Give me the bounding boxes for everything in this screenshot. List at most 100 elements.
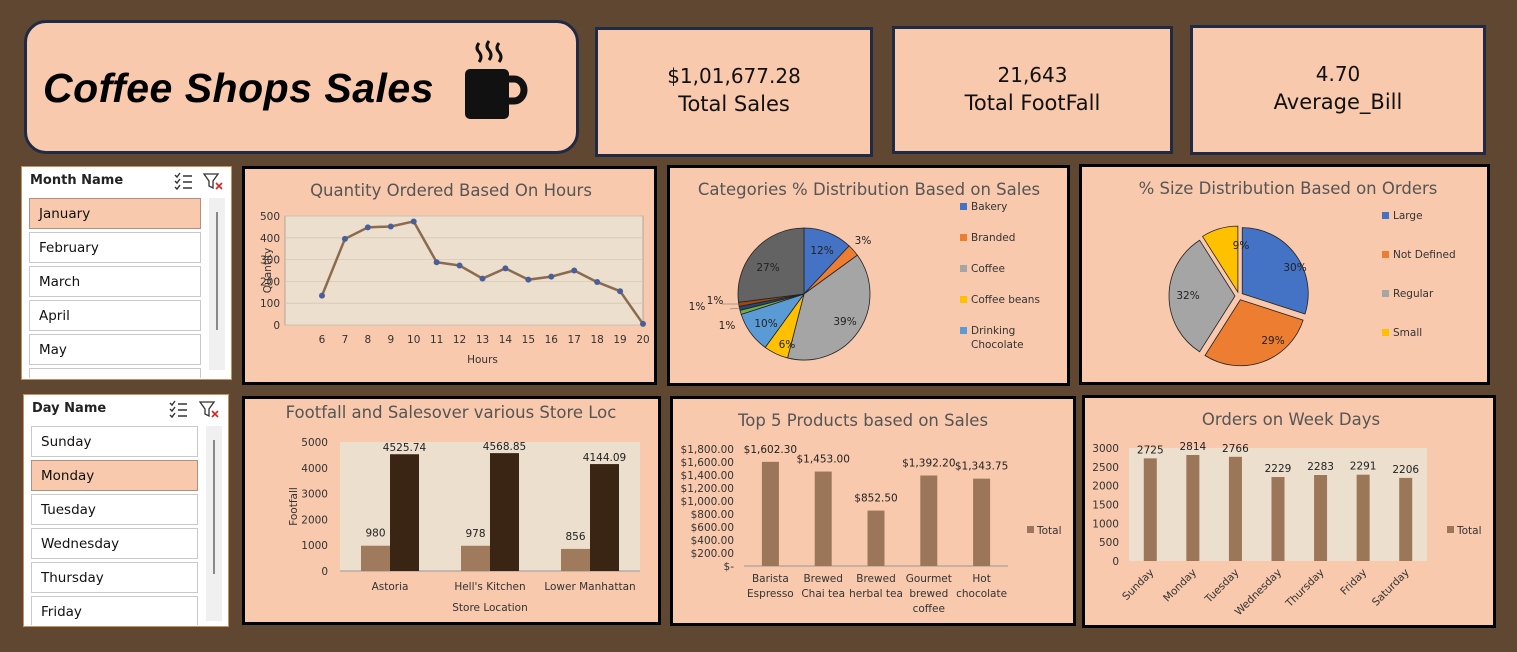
kpi-value: 4.70	[1315, 62, 1361, 86]
bar	[361, 545, 390, 571]
month-slicer-item-april[interactable]: April	[29, 300, 201, 331]
data-point	[433, 259, 440, 266]
data-point	[341, 235, 348, 242]
bar	[1143, 458, 1157, 561]
x-tick-label: Espresso	[747, 588, 794, 600]
pie-slice	[1201, 225, 1239, 294]
y-tick-label: 1000	[1092, 518, 1119, 530]
y-tick-label: 400	[260, 233, 280, 245]
bar	[1186, 455, 1200, 561]
day-slicer-header: Day Name	[32, 401, 107, 416]
month-slicer-item-march[interactable]: March	[29, 266, 201, 297]
leader-line	[729, 307, 741, 310]
bar	[814, 471, 832, 566]
day-slicer-item-sunday[interactable]: Sunday	[31, 426, 198, 457]
data-label: 4144.09	[583, 452, 626, 464]
x-tick-label: 13	[476, 334, 489, 346]
day-slicer-item-tuesday[interactable]: Tuesday	[31, 494, 198, 525]
data-label: $1,602.30	[744, 444, 797, 456]
bar	[1228, 456, 1242, 561]
y-tick-label: 300	[260, 255, 280, 267]
multi-select-icon[interactable]	[172, 171, 194, 191]
data-label: 3%	[855, 235, 872, 247]
legend-label: Total	[1456, 525, 1482, 537]
dashboard-title: Coffee Shops Sales	[43, 65, 435, 111]
data-label: 2291	[1350, 461, 1377, 473]
legend-swatch	[1447, 526, 1454, 533]
month-slicer-item-january[interactable]: January	[29, 198, 201, 229]
day-slicer-item-wednesday[interactable]: Wednesday	[31, 528, 198, 559]
data-label: 1%	[707, 295, 724, 307]
kpi-value: $1,01,677.28	[667, 64, 801, 88]
data-point	[456, 262, 463, 269]
y-tick-label: $200.00	[691, 548, 734, 560]
products-bar-chart: Top 5 Products based on Sales $-$200.00$4…	[681, 411, 1062, 615]
category-pie-chart: Categories % Distribution Based on Sales…	[689, 180, 1040, 361]
x-tick-label: herbal tea	[849, 588, 903, 600]
data-point	[525, 276, 532, 283]
coffee-cup-icon	[465, 40, 528, 119]
x-tick-label: 12	[453, 334, 466, 346]
multi-select-icon[interactable]	[167, 399, 189, 419]
data-point	[479, 275, 486, 282]
x-tick-label: Friday	[1338, 567, 1369, 598]
kpi-total-footfall: 21,643 Total FootFall	[892, 26, 1173, 154]
legend-label: Bakery	[971, 201, 1007, 213]
month-slicer-scrollbar[interactable]	[209, 198, 225, 370]
data-label: 2206	[1392, 464, 1419, 476]
y-tick-label: 4000	[301, 463, 328, 475]
kpi-value: 21,643	[997, 63, 1068, 87]
data-label: 6%	[779, 339, 796, 351]
bar	[973, 478, 991, 566]
legend-label: Total	[1036, 525, 1062, 537]
bar	[920, 475, 938, 566]
y-tick-label: $1,400.00	[681, 470, 734, 482]
y-tick-label: 100	[260, 298, 280, 310]
x-tick-label: Brewed	[803, 573, 842, 585]
y-tick-label: $1,200.00	[681, 483, 734, 495]
x-tick-label: Thursday	[1283, 567, 1327, 611]
month-slicer-item-june[interactable]: June	[29, 368, 201, 378]
bar	[390, 454, 419, 571]
y-tick-label: 2500	[1092, 462, 1119, 474]
x-tick-label: Tuesday	[1202, 567, 1241, 606]
x-tick-label: Chai tea	[801, 588, 845, 600]
day-slicer-item-thursday[interactable]: Thursday	[31, 562, 198, 593]
x-tick-label: chocolate	[956, 588, 1007, 600]
data-label: 1%	[719, 320, 736, 332]
kpi-label: Total Sales	[678, 92, 790, 116]
bar	[1271, 477, 1285, 561]
kpi-label: Total FootFall	[964, 91, 1101, 115]
data-label: 4525.74	[383, 442, 427, 454]
x-tick-label: coffee	[913, 603, 945, 615]
data-label: 2725	[1137, 444, 1164, 456]
x-tick-label: 8	[365, 334, 372, 346]
y-axis-title: Footfall	[288, 487, 300, 526]
data-label: 2229	[1265, 463, 1292, 475]
day-slicer-item-friday[interactable]: Friday	[31, 596, 198, 625]
x-tick-label: Brewed	[856, 573, 895, 585]
y-tick-label: 5000	[301, 437, 328, 449]
month-slicer-item-may[interactable]: May	[29, 334, 201, 365]
legend-label: Regular	[1393, 288, 1434, 300]
x-tick-label: 14	[499, 334, 513, 346]
month-slicer-header: Month Name	[30, 173, 124, 188]
day-slicer-scrollbar[interactable]	[206, 426, 222, 621]
clear-filter-icon[interactable]	[198, 399, 220, 419]
chart-title: Footfall and Salesover various Store Loc	[286, 403, 617, 422]
y-tick-label: $1,000.00	[681, 496, 734, 508]
data-point	[387, 223, 394, 230]
x-tick-label: Barista	[752, 573, 789, 585]
dashboard-title-box: Coffee Shops Sales	[24, 20, 579, 154]
bar	[867, 510, 885, 566]
kpi-average-bill: 4.70 Average_Bill	[1190, 25, 1486, 155]
legend-swatch	[1382, 251, 1389, 258]
y-tick-label: 0	[321, 566, 328, 578]
data-label: 4568.85	[483, 441, 526, 453]
quantity-line-chart: Quantity Ordered Based On Hours 0 100 200 30…	[260, 181, 650, 366]
month-slicer-item-february[interactable]: February	[29, 232, 201, 263]
data-label: 1%	[689, 301, 706, 313]
day-slicer-item-monday[interactable]: Monday	[31, 460, 198, 491]
clear-filter-icon[interactable]	[202, 171, 224, 191]
